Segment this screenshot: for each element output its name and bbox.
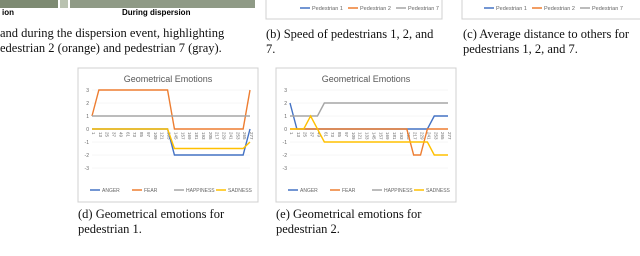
caption: pedestrian 1. (78, 222, 142, 236)
x-tick-label: 25 (303, 132, 308, 138)
y-tick-label: 3 (86, 88, 89, 94)
x-tick-label: 157 (378, 132, 383, 140)
x-tick-label: 61 (323, 132, 328, 138)
x-tick-label: 193 (399, 132, 404, 140)
x-tick-label: 181 (194, 132, 199, 140)
chart-frame (265, 0, 443, 20)
x-tick-label: 205 (208, 132, 213, 140)
legend-label: HAPPINESS (186, 188, 215, 194)
data-line (91, 89, 251, 130)
y-tick-label: 2 (284, 101, 287, 107)
legend-label: FEAR (144, 188, 158, 194)
data-line (92, 128, 251, 150)
legend-label: Pedestrian 1 (496, 6, 527, 12)
x-tick-label: 145 (371, 132, 376, 140)
chart-title: Geometrical Emotions (124, 74, 213, 84)
x-tick-label: 61 (125, 132, 130, 138)
y-tick-label: -2 (85, 153, 90, 159)
caption: (b) Speed of pedestrians 1, 2, and (266, 27, 434, 41)
photo (0, 0, 58, 8)
caption: edestrian 2 (orange) and pedestrian 7 (g… (0, 41, 222, 55)
x-tick-label: 253 (433, 132, 438, 140)
x-tick-label: 37 (310, 132, 315, 138)
legend-label: HAPPINESS (384, 188, 413, 194)
y-tick-label: -1 (283, 140, 288, 146)
image-label: ion (2, 8, 14, 17)
y-tick-label: 2 (86, 101, 89, 107)
caption: (e) Geometrical emotions for (276, 207, 422, 221)
legend-label: Pedestrian 7 (592, 6, 623, 12)
x-tick-label: 73 (132, 132, 137, 138)
image-label: During dispersion (122, 8, 191, 17)
y-tick-label: 3 (284, 88, 287, 94)
x-tick-label: 1 (289, 132, 294, 135)
legend-label: SADNESS (228, 188, 253, 194)
y-tick-label: 1 (86, 114, 89, 120)
legend-label: ANGER (102, 188, 120, 194)
x-tick-label: 217 (215, 132, 220, 140)
data-line (290, 128, 448, 156)
x-tick-label: 13 (98, 132, 103, 138)
caption: pedestrian 2. (276, 222, 340, 236)
x-tick-label: 241 (426, 132, 431, 140)
x-tick-label: 265 (242, 132, 247, 140)
x-tick-label: 85 (337, 132, 342, 138)
x-tick-label: 1 (91, 132, 96, 135)
x-tick-label: 49 (118, 132, 123, 138)
x-tick-label: 109 (153, 132, 158, 140)
x-tick-label: 97 (146, 132, 151, 138)
y-tick-label: -1 (85, 140, 90, 146)
y-tick-label: 0 (284, 127, 287, 133)
x-tick-label: 253 (235, 132, 240, 140)
legend-label: Pedestrian 7 (408, 6, 439, 12)
photo (60, 0, 68, 8)
y-tick-label: 0 (86, 127, 89, 133)
x-tick-label: 241 (228, 132, 233, 140)
data-line (290, 102, 448, 117)
x-tick-label: 109 (351, 132, 356, 140)
x-tick-label: 121 (160, 132, 165, 140)
x-tick-label: 157 (180, 132, 185, 140)
x-tick-label: 181 (392, 132, 397, 140)
chart-frame (461, 0, 640, 20)
chart-title: Geometrical Emotions (322, 74, 411, 84)
caption: pedestrians 1, 2, and 7. (463, 42, 578, 56)
x-tick-label: 133 (365, 132, 370, 140)
x-tick-label: 169 (385, 132, 390, 140)
legend-label: FEAR (342, 188, 356, 194)
x-tick-label: 277 (249, 132, 254, 140)
caption: (c) Average distance to others for (463, 27, 630, 41)
caption: and during the dispersion event, highlig… (0, 26, 225, 40)
photo (70, 0, 255, 8)
legend-label: Pedestrian 2 (360, 6, 391, 12)
x-tick-label: 25 (105, 132, 110, 138)
x-tick-label: 145 (173, 132, 178, 140)
x-tick-label: 265 (440, 132, 445, 140)
x-tick-label: 37 (112, 132, 117, 138)
x-tick-label: 193 (201, 132, 206, 140)
x-tick-label: 217 (413, 132, 418, 140)
legend-label: Pedestrian 2 (544, 6, 575, 12)
x-tick-label: 121 (358, 132, 363, 140)
legend-label: ANGER (300, 188, 318, 194)
legend-label: Pedestrian 1 (312, 6, 343, 12)
x-tick-label: 73 (330, 132, 335, 138)
x-tick-label: 277 (447, 132, 452, 140)
x-tick-label: 49 (316, 132, 321, 138)
x-tick-label: 13 (296, 132, 301, 138)
x-tick-label: 229 (222, 132, 227, 140)
x-tick-label: 85 (139, 132, 144, 138)
y-tick-label: 1 (284, 114, 287, 120)
x-tick-label: 97 (344, 132, 349, 138)
y-tick-label: -2 (283, 153, 288, 159)
caption: 7. (266, 42, 275, 56)
y-tick-label: -3 (283, 166, 288, 172)
x-tick-label: 229 (420, 132, 425, 140)
y-tick-label: -3 (85, 166, 90, 172)
data-line (290, 114, 448, 156)
legend-label: SADNESS (426, 188, 451, 194)
caption: (d) Geometrical emotions for (78, 207, 225, 221)
x-tick-label: 169 (187, 132, 192, 140)
